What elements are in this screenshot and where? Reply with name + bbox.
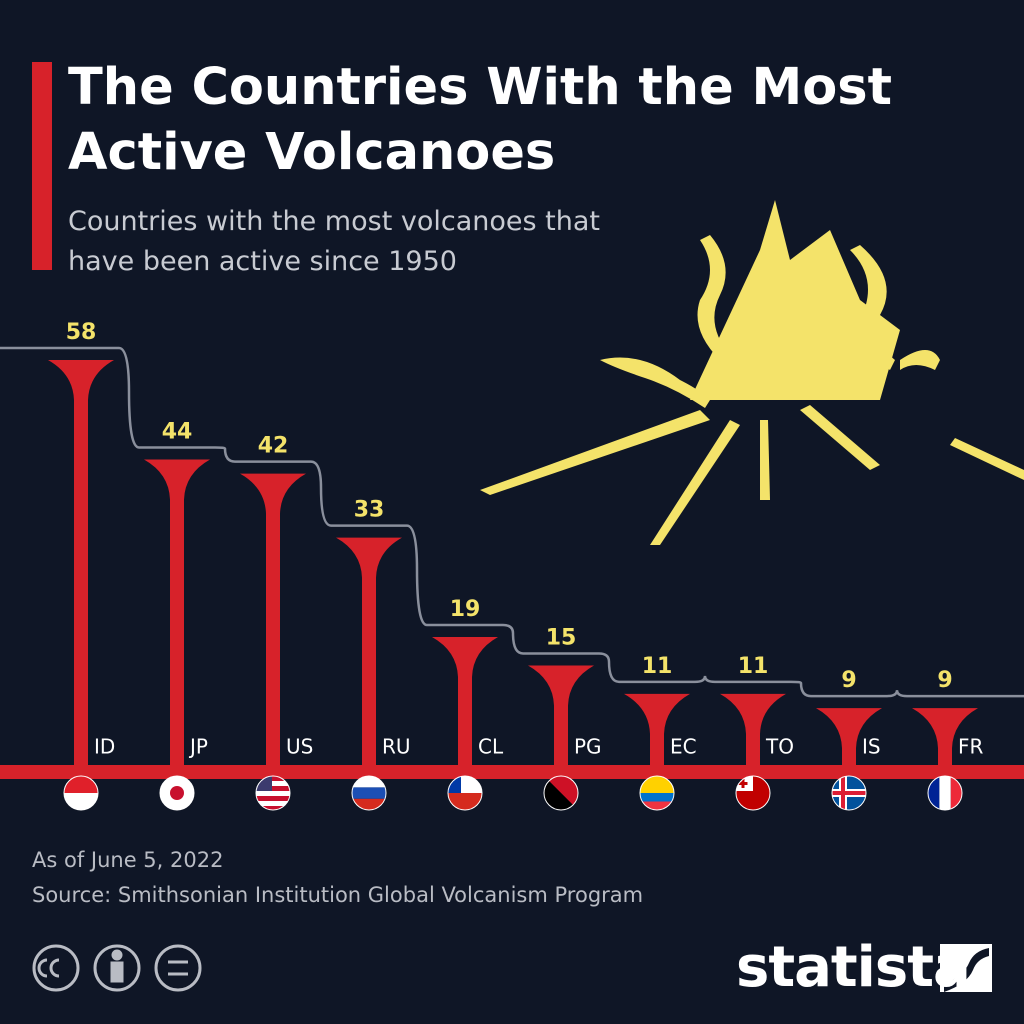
flag-part [544, 776, 578, 810]
flag-part [170, 786, 184, 800]
bar [528, 665, 594, 772]
flag-part [448, 793, 482, 810]
chart-subtitle: Countries with the most volcanoes that h… [68, 206, 600, 277]
category-label: JP [188, 735, 208, 759]
flag-part [64, 793, 98, 810]
bar [336, 537, 402, 772]
flag [544, 776, 578, 810]
flag-part [352, 787, 386, 799]
flag-part [640, 793, 674, 802]
flag-part [256, 806, 290, 810]
flag [256, 776, 290, 810]
step-line [0, 346, 1024, 698]
flag-border [351, 775, 387, 811]
value-label: 19 [450, 597, 481, 622]
flag-part [640, 776, 674, 793]
volcano-illustration [480, 200, 1024, 545]
flag-border [927, 775, 963, 811]
value-label: 11 [642, 654, 673, 679]
bar [720, 693, 786, 772]
bar [912, 708, 978, 772]
flag-part [352, 798, 386, 810]
value-label: 44 [162, 419, 193, 444]
value-label: 33 [354, 498, 385, 523]
category-label: IS [862, 735, 881, 759]
flag-part [738, 779, 748, 788]
source: Source: Smithsonian Institution Global V… [32, 883, 644, 907]
category-label: PG [574, 735, 602, 759]
brand-icon [940, 944, 992, 992]
category-label: RU [382, 735, 411, 759]
brand-logo: statista [736, 935, 971, 1000]
bar [144, 459, 210, 772]
bar [816, 708, 882, 772]
flag-part [256, 796, 290, 801]
flag [352, 776, 386, 810]
flag [832, 776, 866, 810]
accent-bar [32, 62, 52, 270]
category-label: EC [670, 735, 697, 759]
bar [432, 637, 498, 772]
flag-border [735, 775, 771, 811]
flag-part [352, 776, 386, 788]
flag-part [256, 776, 290, 781]
flag-part [256, 791, 290, 796]
bar [240, 473, 306, 772]
flag-border [255, 775, 291, 811]
flag-part [832, 776, 866, 810]
category-label: CL [478, 735, 504, 759]
flag-border [543, 775, 579, 811]
flag-part [928, 776, 940, 810]
flag-border [159, 775, 195, 811]
flag-part [256, 786, 290, 791]
bar [624, 693, 690, 772]
chart-title: The Countries With the Most Active Volca… [68, 58, 892, 182]
cc-icons [32, 944, 202, 992]
note: As of June 5, 2022 [32, 848, 224, 872]
flag-part [640, 801, 674, 810]
value-label: 58 [66, 320, 97, 345]
flag [64, 776, 98, 810]
value-label: 11 [738, 654, 769, 679]
flag [928, 776, 962, 810]
flag-border [831, 775, 867, 811]
flag-part [939, 776, 951, 810]
flag [160, 776, 194, 810]
category-label: TO [765, 735, 794, 759]
flag-part [64, 776, 98, 793]
value-label: 42 [258, 434, 289, 459]
flag [640, 776, 674, 810]
flag-border [639, 775, 675, 811]
flag [736, 776, 770, 810]
flag-part [256, 781, 290, 786]
category-label: ID [94, 735, 115, 759]
category-label: US [286, 735, 313, 759]
baseline [0, 765, 1024, 779]
flag-part [950, 776, 962, 810]
category-label: FR [958, 735, 984, 759]
value-label: 9 [937, 668, 952, 693]
bar [48, 360, 114, 772]
value-label: 9 [841, 668, 856, 693]
flag [448, 776, 482, 810]
value-label: 15 [546, 625, 577, 650]
flag-part [256, 801, 290, 806]
flag-border [447, 775, 483, 811]
flag-border [63, 775, 99, 811]
